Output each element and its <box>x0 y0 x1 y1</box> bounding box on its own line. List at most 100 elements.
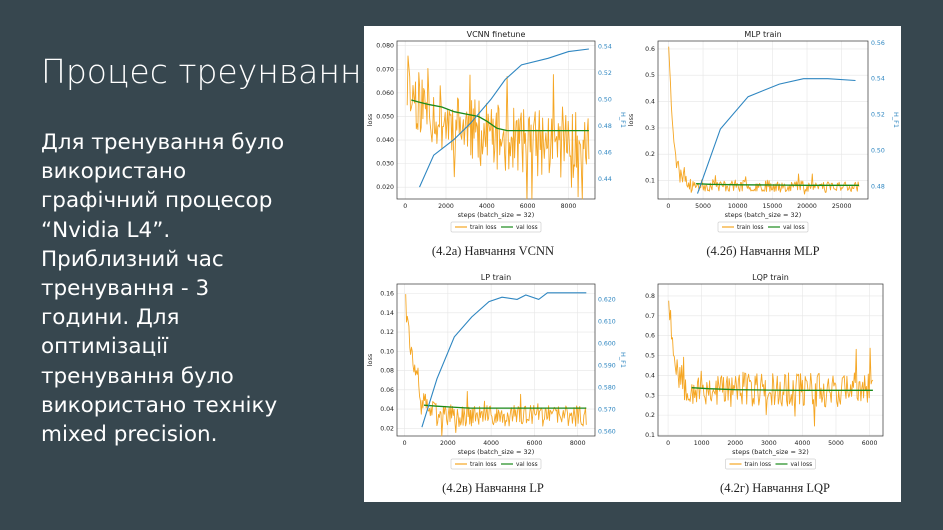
y-tick-label: 0.06 <box>380 387 394 394</box>
y-tick-label: 0.3 <box>645 125 655 132</box>
chart-4: LQP train 0 1000 2000 3000 4000 5000 6000 0.1 0.2… <box>645 273 884 495</box>
x-tick-label: 5000 <box>695 203 711 210</box>
y-axis-label: loss <box>627 113 635 126</box>
y-axis-label: loss <box>366 113 374 126</box>
body-line: тренування було <box>41 363 234 389</box>
y2-tick-label: 0.48 <box>598 123 612 130</box>
y-tick-label: 0.10 <box>380 348 394 355</box>
body-line: mixed precision. <box>41 422 218 448</box>
x-tick-label: 2000 <box>438 203 454 210</box>
y-tick-label: 0.2 <box>645 412 655 419</box>
y-tick-label: 0.6 <box>645 333 655 340</box>
figure-caption: (4.2а) Навчання VCNN <box>432 244 554 258</box>
figure-caption: (4.2г) Навчання LQP <box>720 481 830 495</box>
val-loss-line <box>423 404 587 409</box>
x-tick-label: 8000 <box>570 440 586 447</box>
x-tick-label: 15000 <box>763 203 783 210</box>
x-tick-label: 5000 <box>828 440 844 447</box>
y2-tick-label: 0.610 <box>598 318 616 325</box>
y-tick-label: 0.070 <box>376 66 394 73</box>
y-axis-label: loss <box>366 353 374 366</box>
legend-box <box>717 221 809 233</box>
y-tick-label: 0.08 <box>380 368 394 375</box>
train-loss-line <box>406 55 590 200</box>
y2-axis-label: H_F1 <box>619 352 627 368</box>
f1-line <box>418 48 589 188</box>
body-line: Приблизний час <box>41 246 224 272</box>
legend-train-label: train loss <box>745 462 772 468</box>
x-tick-label: 2000 <box>440 440 456 447</box>
legend-val-label: val loss <box>783 225 805 231</box>
y-tick-label: 0.5 <box>645 72 655 79</box>
x-tick-label: 6000 <box>527 440 543 447</box>
body-line: години. Для <box>41 305 180 331</box>
body-line: Для тренування було <box>41 130 285 155</box>
y-tick-label: 0.5 <box>645 353 655 360</box>
x-tick-label: 10000 <box>728 203 748 210</box>
y2-tick-label: 0.560 <box>598 429 616 436</box>
x-axis-label: steps (batch_size = 32) <box>458 211 535 219</box>
x-tick-label: 2000 <box>727 440 743 447</box>
body-line: використано <box>41 159 187 185</box>
y-tick-label: 0.12 <box>380 329 394 336</box>
legend-train-label: train loss <box>737 225 764 231</box>
y2-axis-label: H_F1 <box>892 112 900 128</box>
y2-tick-label: 0.56 <box>871 40 885 47</box>
x-axis-label: steps (batch_size = 32) <box>458 448 535 456</box>
train-loss-line <box>405 294 587 437</box>
plot-frame <box>657 283 884 437</box>
legend: train loss val loss <box>717 221 809 233</box>
x-tick-label: 4000 <box>483 440 499 447</box>
y-tick-label: 0.7 <box>645 313 655 320</box>
train-loss-line <box>668 46 860 195</box>
x-tick-label: 4000 <box>479 203 495 210</box>
body-line: “Nvidia L4”. <box>41 217 171 243</box>
f1-line <box>696 78 856 194</box>
y2-tick-label: 0.44 <box>598 176 612 183</box>
y2-tick-label: 0.590 <box>598 363 616 370</box>
y-tick-label: 0.050 <box>376 113 394 120</box>
y2-tick-label: 0.46 <box>598 150 612 157</box>
chart-1: VCNN finetune 0 2000 4000 6000 8000 0.020 0.030… <box>366 30 627 258</box>
y-tick-label: 0.1 <box>645 432 655 439</box>
legend-val-label: val loss <box>791 462 813 468</box>
y-tick-label: 0.020 <box>376 184 394 191</box>
y2-tick-label: 0.580 <box>598 385 616 392</box>
chart-title: LQP train <box>752 273 789 282</box>
x-tick-label: 0 <box>666 440 670 447</box>
y2-tick-label: 0.48 <box>871 183 885 190</box>
y2-tick-label: 0.50 <box>871 148 885 155</box>
body-line: оптимізації <box>41 334 169 360</box>
x-tick-label: 8000 <box>561 203 577 210</box>
figure-caption: (4.2в) Навчання LP <box>442 481 544 495</box>
x-tick-label: 0 <box>403 440 407 447</box>
x-tick-label: 1000 <box>694 440 710 447</box>
legend-box <box>450 458 542 470</box>
y2-tick-label: 0.50 <box>598 96 612 103</box>
x-axis-label: steps (batch_size = 32) <box>725 211 802 219</box>
x-tick-label: 4000 <box>795 440 811 447</box>
body-line: тренування - 3 <box>41 276 210 302</box>
val-loss-line <box>411 99 589 132</box>
y-tick-label: 0.060 <box>376 90 394 97</box>
y-tick-label: 0.1 <box>645 178 655 185</box>
y-tick-label: 0.3 <box>645 392 655 399</box>
legend-box <box>450 221 542 233</box>
chart-2: MLP train 0 5000 10000 15000 20000 25000 0.1 0.2… <box>627 30 900 258</box>
y2-tick-label: 0.54 <box>871 76 885 83</box>
x-tick-label: 6000 <box>862 440 878 447</box>
legend-train-label: train loss <box>470 462 497 468</box>
x-tick-label: 6000 <box>520 203 536 210</box>
y-tick-label: 0.2 <box>645 151 655 158</box>
slide-title: Процес треунвання <box>41 52 382 91</box>
figure-caption: (4.2б) Навчання MLP <box>706 244 819 258</box>
x-tick-label: 0 <box>666 203 670 210</box>
y-tick-label: 0.030 <box>376 161 394 168</box>
y-tick-label: 0.080 <box>376 43 394 50</box>
legend: train loss val loss <box>450 221 542 233</box>
y-tick-label: 0.02 <box>380 425 394 432</box>
val-loss-line <box>691 387 873 391</box>
chart-3: LP train 0 2000 4000 6000 8000 0.02 0.04 0.06 0.0… <box>366 273 627 495</box>
y2-tick-label: 0.600 <box>598 340 616 347</box>
